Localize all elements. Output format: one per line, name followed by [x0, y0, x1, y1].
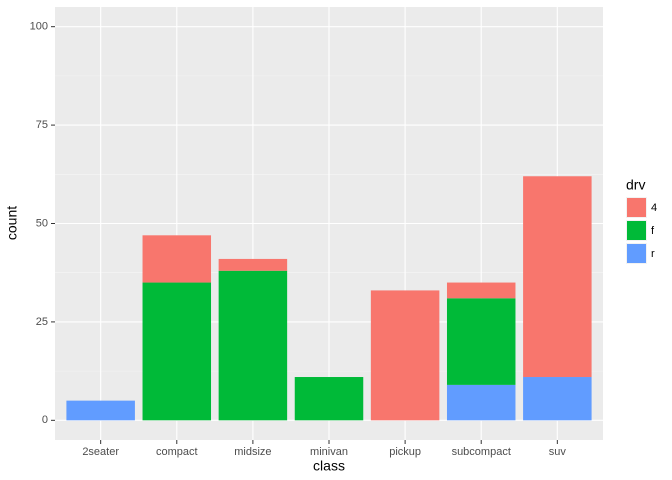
y-tick-label: 25	[36, 316, 48, 328]
bar	[446, 298, 516, 385]
bar	[218, 270, 288, 421]
x-tick-label: midsize	[234, 446, 271, 458]
bar	[523, 176, 592, 378]
x-axis-title: class	[313, 458, 345, 474]
legend-swatch	[627, 198, 646, 217]
legend-swatch	[627, 221, 646, 240]
bar	[66, 400, 135, 421]
x-tick-label: suv	[549, 446, 567, 458]
x-tick-label: 2seater	[82, 446, 119, 458]
legend-title: drv	[626, 177, 645, 193]
legend-label: f	[651, 225, 655, 237]
y-axis-title: count	[4, 206, 20, 240]
bar	[523, 377, 592, 421]
x-tick-label: compact	[156, 446, 198, 458]
x-tick-label: minivan	[310, 446, 348, 458]
y-tick-label: 50	[36, 217, 48, 229]
bar	[446, 384, 516, 421]
y-tick-label: 75	[36, 119, 48, 131]
x-tick-label: subcompact	[452, 446, 511, 458]
bar	[294, 377, 364, 421]
bar	[142, 282, 212, 421]
legend-label: 4	[651, 202, 657, 214]
legend-swatch	[627, 244, 646, 263]
bar	[218, 258, 288, 271]
legend-label: r	[651, 248, 655, 260]
bars	[66, 176, 592, 421]
bar	[446, 282, 516, 299]
x-tick-label: pickup	[389, 446, 421, 458]
bar	[370, 290, 440, 421]
y-tick-label: 0	[42, 414, 48, 426]
bar	[142, 235, 212, 283]
y-tick-label: 100	[30, 21, 48, 33]
